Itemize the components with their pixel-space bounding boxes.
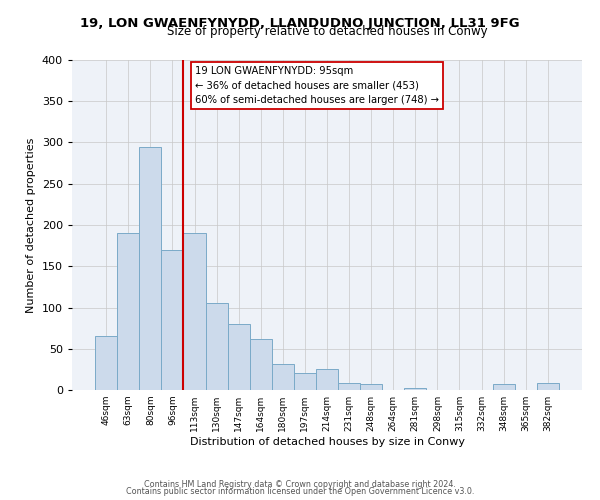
Bar bbox=[404, 388, 427, 390]
Bar bbox=[95, 336, 117, 390]
X-axis label: Distribution of detached houses by size in Conwy: Distribution of detached houses by size … bbox=[190, 437, 464, 447]
Title: Size of property relative to detached houses in Conwy: Size of property relative to detached ho… bbox=[167, 25, 487, 38]
Bar bbox=[294, 372, 316, 390]
Text: Contains HM Land Registry data © Crown copyright and database right 2024.: Contains HM Land Registry data © Crown c… bbox=[144, 480, 456, 489]
Text: 19, LON GWAENFYNYDD, LLANDUDNO JUNCTION, LL31 9FG: 19, LON GWAENFYNYDD, LLANDUDNO JUNCTION,… bbox=[80, 18, 520, 30]
Text: 19 LON GWAENFYNYDD: 95sqm
← 36% of detached houses are smaller (453)
60% of semi: 19 LON GWAENFYNYDD: 95sqm ← 36% of detac… bbox=[194, 66, 439, 106]
Bar bbox=[250, 339, 272, 390]
Bar bbox=[227, 324, 250, 390]
Y-axis label: Number of detached properties: Number of detached properties bbox=[26, 138, 36, 312]
Bar bbox=[139, 146, 161, 390]
Bar bbox=[493, 384, 515, 390]
Bar bbox=[338, 384, 360, 390]
Bar bbox=[272, 364, 294, 390]
Bar bbox=[360, 384, 382, 390]
Text: Contains public sector information licensed under the Open Government Licence v3: Contains public sector information licen… bbox=[126, 487, 474, 496]
Bar bbox=[117, 233, 139, 390]
Bar bbox=[206, 304, 227, 390]
Bar bbox=[316, 370, 338, 390]
Bar bbox=[537, 384, 559, 390]
Bar bbox=[161, 250, 184, 390]
Bar bbox=[184, 233, 206, 390]
